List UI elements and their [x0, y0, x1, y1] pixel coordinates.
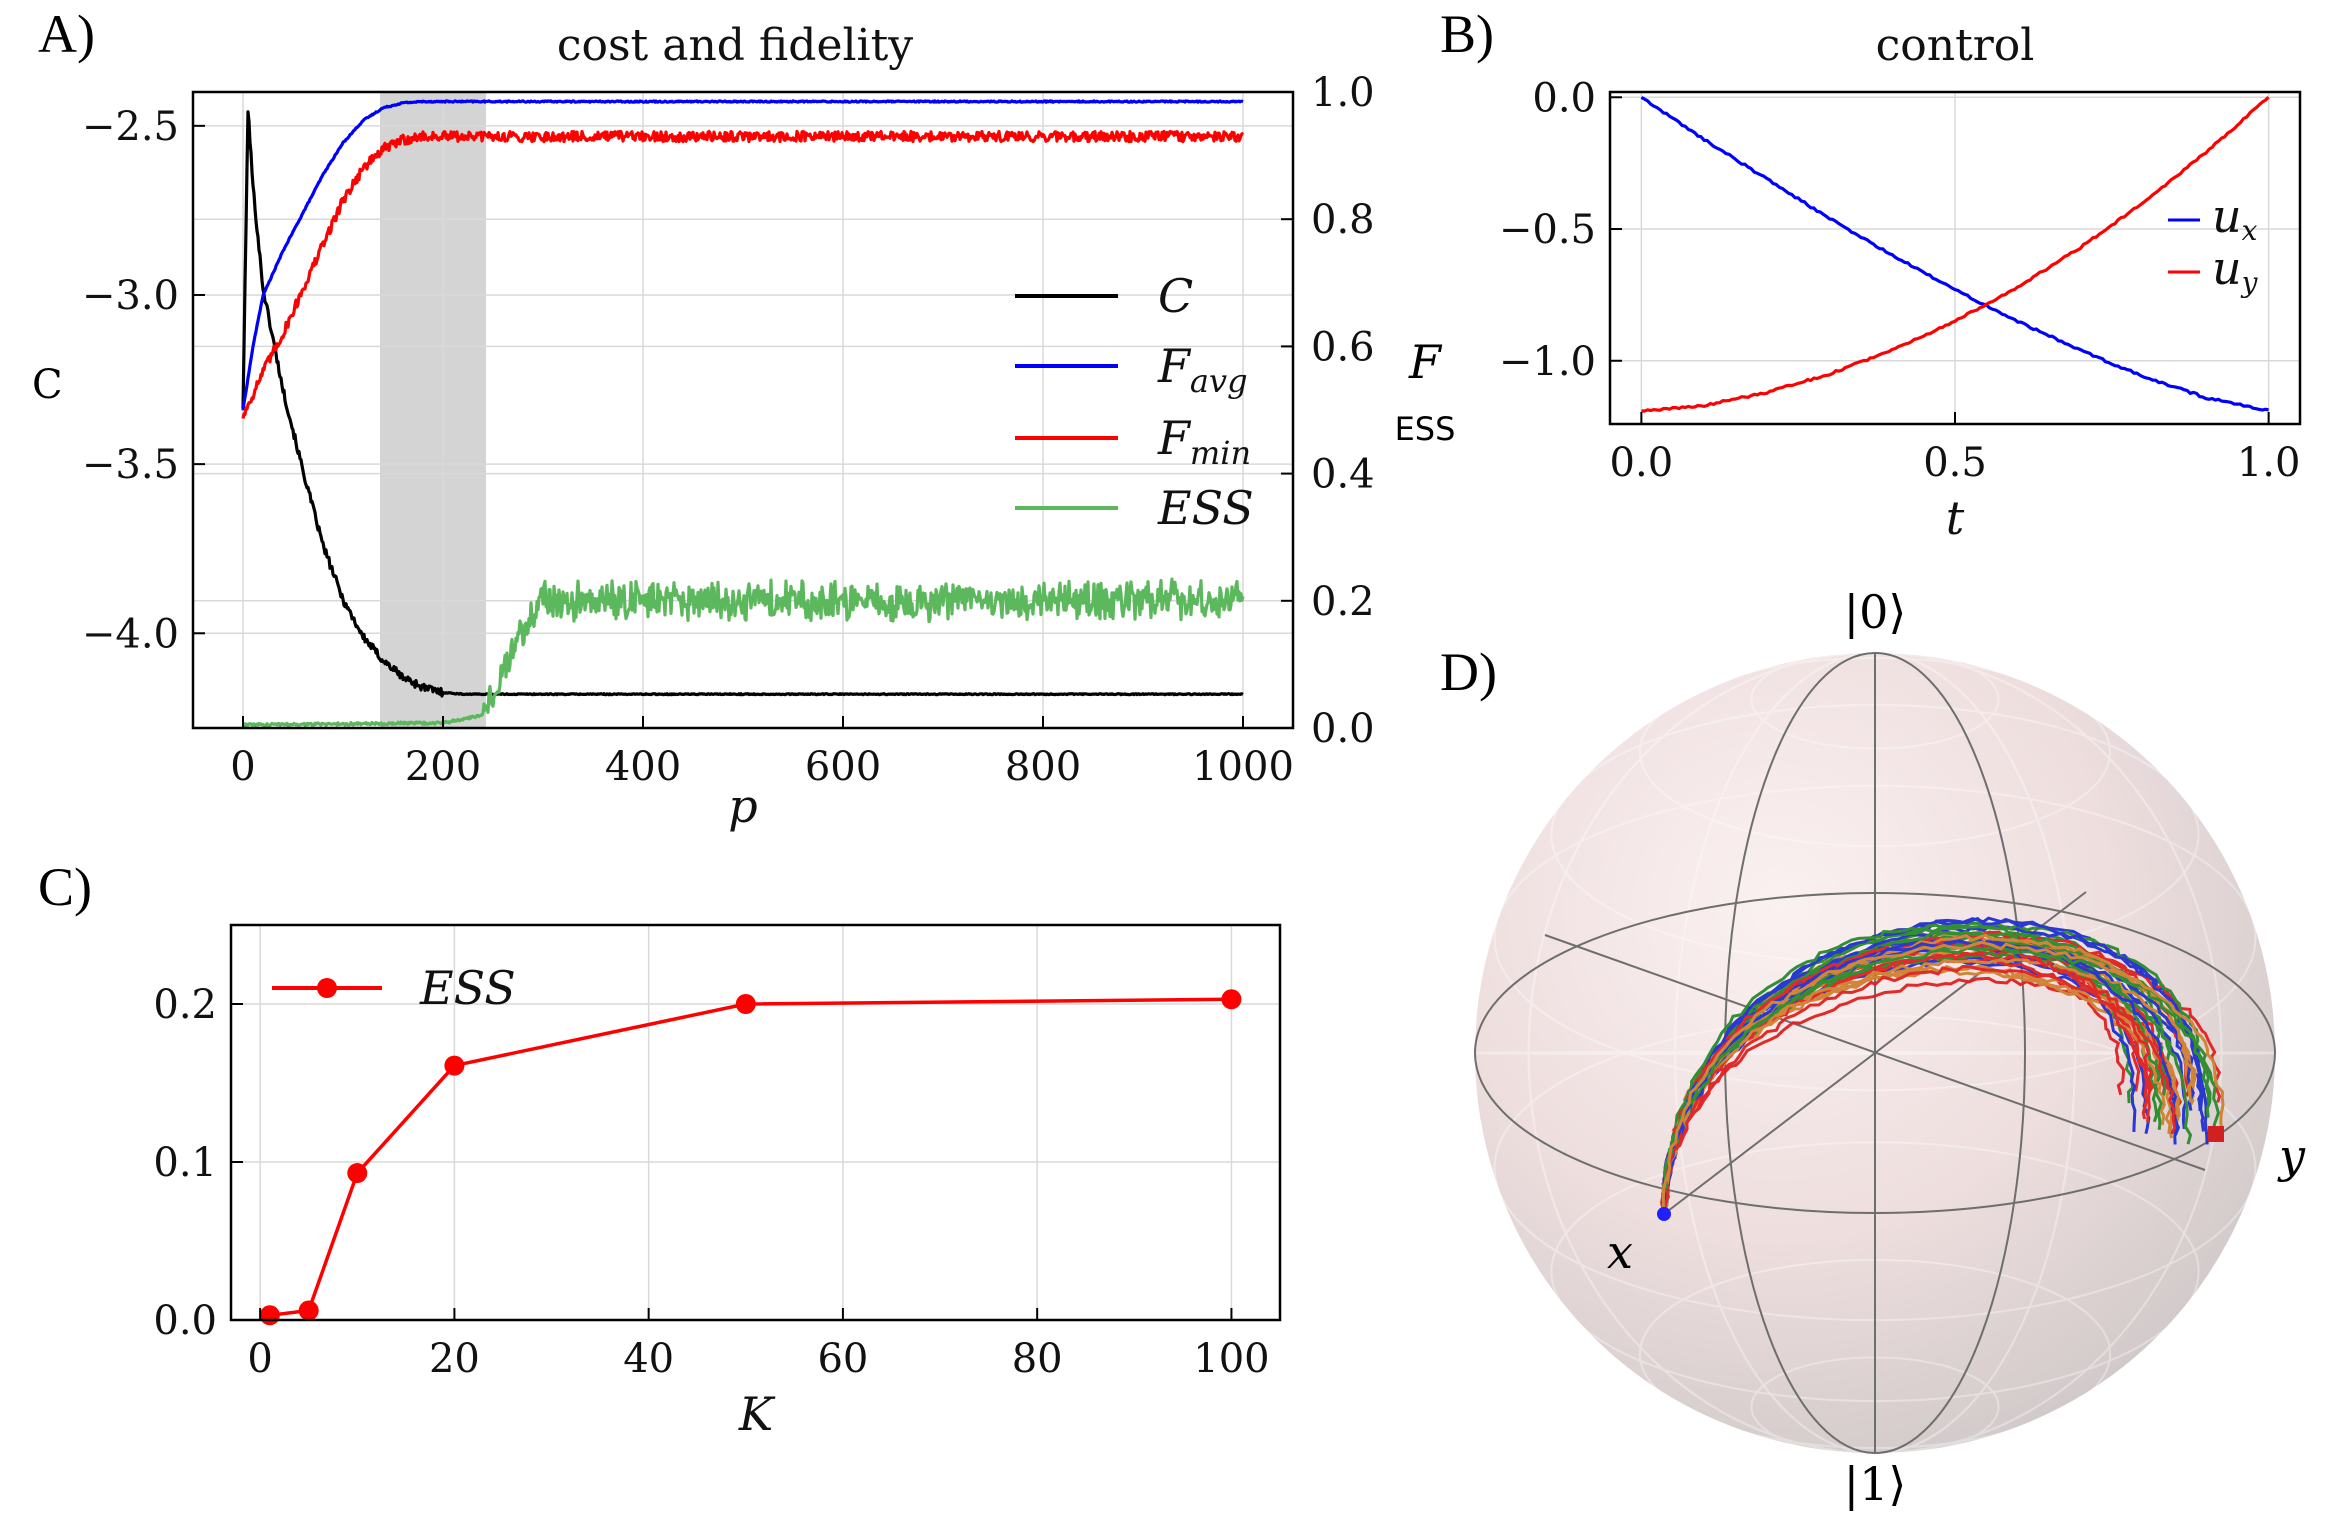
chart-c-xtick-label: 0	[247, 1336, 272, 1382]
bloch-trajectory	[1662, 923, 2164, 1215]
label-x: x	[1607, 1225, 1633, 1279]
chart-a-frame	[191, 90, 1295, 730]
chart-a-xtick-label: 0	[230, 744, 255, 790]
panel-label-c: C)	[38, 857, 92, 917]
legend-label-favg: Favg	[1157, 339, 1248, 400]
chart-b-title: control	[1876, 20, 2035, 71]
panel-label-a: A)	[38, 4, 95, 64]
chart-a-series-ess	[242, 577, 1245, 728]
bloch-trajectory	[1661, 940, 2225, 1215]
legend-label-c-ess: ESS	[419, 961, 516, 1015]
chart-c-xtick-label: 80	[1012, 1336, 1063, 1382]
chart-c-ytick-label: 0.2	[153, 982, 217, 1028]
chart-a-xtick-label: 800	[1005, 744, 1081, 790]
chart-a-ytick-label: −2.5	[82, 104, 179, 150]
chart-c-point	[298, 1300, 319, 1321]
chart-c-point	[444, 1055, 465, 1076]
chart-a-ylabel: C	[32, 362, 63, 408]
end-marker	[2208, 1126, 2224, 1142]
bloch-trajectory	[1662, 964, 2177, 1215]
chart-a: cost and fidelity 0 200 400 600 800 1000 −2.5 −…	[32, 20, 1455, 833]
chart-a-xtick-label: 600	[805, 744, 881, 790]
label-south: |1⟩	[1844, 1457, 1907, 1511]
legend-marker-c-ess	[317, 978, 337, 998]
chart-a-ytick2-label: 0.8	[1311, 197, 1375, 243]
chart-a-ytick2-label: 0.0	[1311, 706, 1375, 752]
chart-b-ytick-label: −0.5	[1499, 207, 1596, 253]
chart-a-ytick2-label: 1.0	[1311, 70, 1375, 116]
chart-c-ytick-label: 0.0	[153, 1298, 217, 1344]
label-y: y	[2277, 1129, 2306, 1183]
chart-c-frame	[229, 923, 1282, 1322]
chart-c-point	[347, 1163, 368, 1184]
chart-a-ytick-label: −4.0	[82, 611, 179, 657]
legend-label-uy: uy	[2212, 241, 2259, 299]
chart-a-ytick-label: −3.5	[82, 442, 179, 488]
chart-c-xtick-label: 60	[817, 1336, 868, 1382]
chart-a-legend: C Favg Fmin ESS	[1015, 269, 1254, 535]
chart-c-xtick-label: 20	[429, 1336, 480, 1382]
panel-label-d: D)	[1440, 642, 1497, 702]
chart-b-xtick-label: 0.0	[1610, 440, 1674, 486]
legend-label-fmin: Fmin	[1157, 411, 1251, 472]
chart-c-point	[735, 994, 756, 1014]
label-north: |0⟩	[1844, 585, 1907, 639]
chart-c-xtick-label: 40	[623, 1336, 674, 1382]
chart-a-shaded-region	[380, 92, 486, 728]
chart-b-xtick-label: 0.5	[1923, 440, 1987, 486]
legend-label-ux: ux	[2212, 189, 2258, 247]
chart-b-ytick-label: −1.0	[1499, 339, 1596, 385]
legend-label-ess: ESS	[1157, 481, 1254, 535]
chart-b: control 0.0 0.5 1.0 0.0 −0.5 −1.0 t ux uy	[1499, 20, 2302, 545]
chart-c-series-line	[269, 997, 1232, 1318]
chart-c: 0 20 40 60 80 100 0.0 0.1 0.2 K ESS	[153, 923, 1282, 1441]
chart-a-xtick-label: 400	[605, 744, 681, 790]
chart-a-ytick2-label: 0.6	[1311, 324, 1375, 370]
chart-a-series-f-min	[241, 129, 1245, 419]
chart-b-series-u-x	[1640, 95, 2269, 412]
chart-c-xtick-label: 100	[1193, 1336, 1269, 1382]
chart-a-ylabel-right2: ESS	[1395, 410, 1456, 448]
chart-a-series-f-avg	[241, 99, 1244, 411]
chart-a-ytick2-label: 0.2	[1311, 579, 1375, 625]
chart-a-ytick2-label: 0.4	[1311, 452, 1375, 498]
chart-b-xtick-label: 1.0	[2237, 440, 2301, 486]
chart-a-series-c	[241, 110, 1244, 698]
chart-c-legend: ESS	[272, 961, 516, 1015]
chart-b-ytick-label: 0.0	[1532, 75, 1596, 121]
chart-a-xtick-label: 1000	[1192, 744, 1294, 790]
legend-label-c: C	[1158, 269, 1193, 323]
panel-label-b: B)	[1440, 4, 1494, 64]
chart-a-title: cost and fidelity	[557, 20, 913, 71]
start-marker	[1657, 1207, 1671, 1221]
chart-a-ytick-label: −3.0	[82, 273, 179, 319]
chart-a-ylabel-right: F	[1408, 335, 1443, 389]
chart-c-xlabel: K	[738, 1387, 776, 1441]
chart-a-xtick-label: 200	[405, 744, 481, 790]
chart-c-point	[259, 1305, 280, 1326]
chart-b-series-u-y	[1641, 96, 2270, 413]
chart-c-point	[1221, 989, 1242, 1010]
chart-a-xlabel: p	[728, 779, 757, 833]
chart-c-ytick-label: 0.1	[153, 1140, 217, 1186]
bloch-sphere: |0⟩ |1⟩ x y	[1474, 585, 2306, 1511]
chart-b-xlabel: t	[1946, 491, 1965, 545]
chart-b-legend: ux uy	[2168, 189, 2259, 299]
